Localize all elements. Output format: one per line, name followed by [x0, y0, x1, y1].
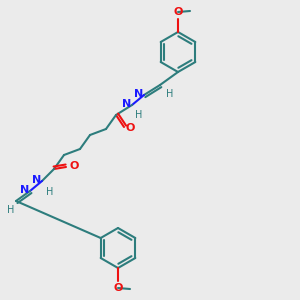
Text: O: O — [173, 7, 183, 17]
Text: N: N — [122, 99, 131, 109]
Text: H: H — [166, 89, 173, 99]
Text: N: N — [20, 185, 29, 195]
Text: O: O — [69, 161, 78, 171]
Text: H: H — [46, 187, 53, 197]
Text: O: O — [113, 283, 123, 293]
Text: H: H — [7, 205, 14, 215]
Text: N: N — [32, 175, 41, 185]
Text: N: N — [134, 89, 143, 99]
Text: O: O — [126, 123, 135, 133]
Text: H: H — [135, 110, 142, 120]
